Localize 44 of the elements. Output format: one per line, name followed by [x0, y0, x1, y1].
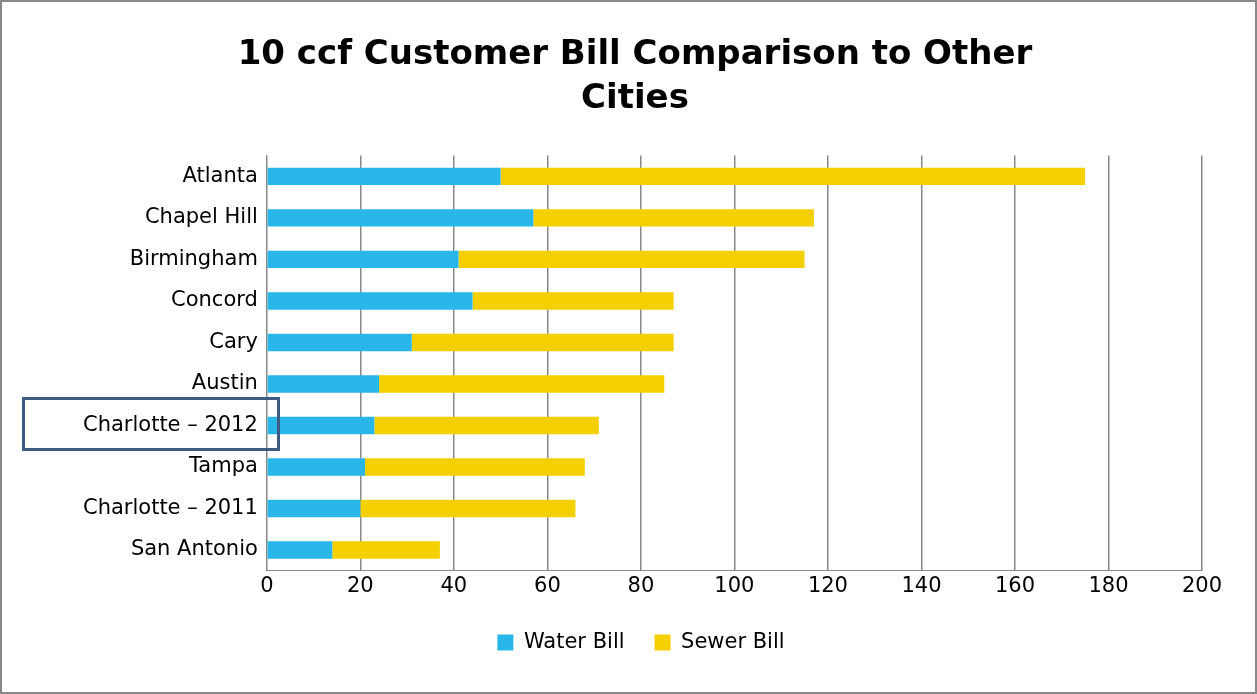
bar — [267, 333, 412, 352]
bar — [267, 375, 380, 393]
y-tick-label: Birmingham — [129, 245, 258, 270]
x-tick-label: 80 — [627, 572, 655, 597]
bar — [267, 292, 473, 310]
x-tick-label: 20 — [346, 572, 374, 597]
bar — [374, 416, 599, 435]
bar — [267, 541, 333, 559]
y-tick-label: Austin — [191, 370, 258, 395]
bar — [267, 167, 501, 186]
x-tick-label: 100 — [714, 572, 755, 597]
bar — [500, 167, 1086, 186]
bar — [267, 209, 534, 227]
bar — [360, 499, 576, 518]
chart-title: 10 ccf Customer Bill Comparison to Other Cities — [236, 31, 1034, 118]
y-tick-label: Tampa — [187, 453, 258, 478]
bar — [379, 375, 665, 393]
legend-label: Sewer Bill — [681, 628, 785, 653]
bar — [267, 250, 459, 269]
bar — [267, 458, 366, 476]
bar — [411, 333, 674, 352]
x-tick-label: 60 — [534, 572, 561, 597]
x-tick-label: 140 — [901, 572, 942, 597]
y-tick-label: Concord — [171, 287, 258, 312]
bar — [458, 250, 805, 269]
y-tick-label: Charlotte – 2012 — [83, 411, 258, 436]
bar — [472, 292, 674, 310]
y-tick-label: San Antonio — [130, 536, 258, 561]
bar — [533, 209, 814, 227]
y-tick-label: Atlanta — [182, 162, 258, 187]
x-tick-label: 200 — [1181, 572, 1223, 597]
bar — [365, 458, 585, 476]
y-tick-label: Cary — [209, 328, 258, 353]
y-tick-label: Charlotte – 2011 — [83, 494, 258, 519]
x-tick-label: 40 — [440, 572, 468, 597]
x-tick-label: 120 — [807, 572, 848, 597]
x-tick-label: 160 — [994, 572, 1036, 597]
bar — [267, 499, 361, 518]
legend-label: Water Bill — [523, 628, 625, 653]
bar — [332, 541, 440, 559]
y-tick-label: Chapel Hill — [144, 204, 258, 229]
x-tick-label: 0 — [260, 572, 274, 597]
x-tick-label: 180 — [1088, 572, 1129, 597]
bar — [267, 416, 375, 435]
